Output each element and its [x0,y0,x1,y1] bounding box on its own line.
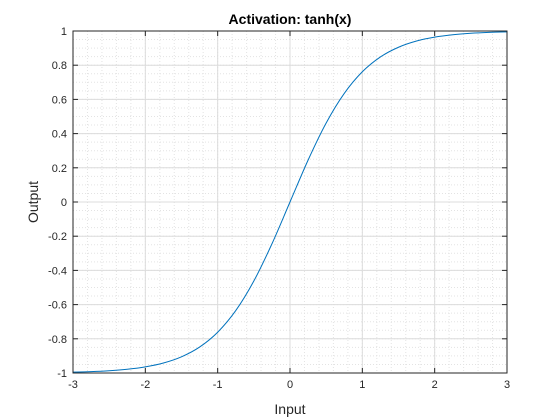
y-tick-label: 0.6 [52,94,67,106]
y-tick-label: -0.2 [48,231,67,243]
x-tick-label: 0 [287,379,293,391]
y-tick-label: -0.6 [48,300,67,312]
y-tick-label: 0.4 [52,129,67,141]
y-tick-label: 0.8 [52,60,67,72]
x-tick-label: 2 [432,379,438,391]
x-tick-label: -2 [140,379,150,391]
chart-title: Activation: tanh(x) [229,11,352,27]
x-tick-label: -3 [68,379,78,391]
series-line [72,31,508,373]
y-axis-ticks: -1 -0.8 -0.6 -0.4 -0.2 0 0.2 0.4 0.6 0.8 1 [48,26,507,380]
x-tick-label: 1 [359,379,365,391]
y-tick-label: -0.8 [48,334,67,346]
y-tick-label: 0 [61,197,67,209]
y-tick-label: -0.4 [48,265,67,277]
y-tick-label: 0.2 [52,163,67,175]
y-axis-title: Output [25,181,41,223]
x-axis-title: Input [274,401,305,417]
x-tick-label: 3 [504,379,510,391]
x-axis-ticks: -3 -2 -1 0 1 2 3 [68,31,510,391]
x-tick-label: -1 [213,379,223,391]
series-layer [72,31,508,373]
y-tick-label: -1 [57,368,67,380]
y-tick-label: 1 [61,26,67,38]
